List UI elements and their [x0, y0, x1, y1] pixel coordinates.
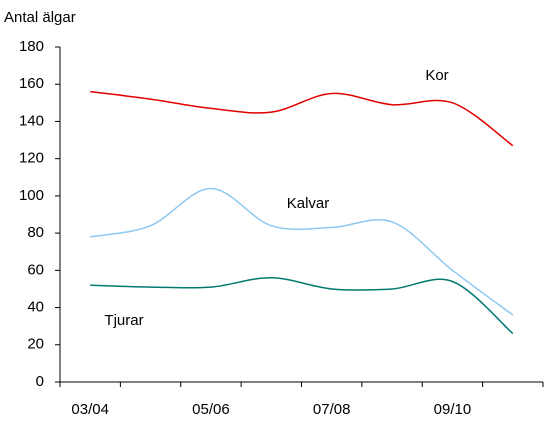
- y-tick-label: 20: [27, 336, 44, 353]
- y-tick-label: 180: [19, 38, 44, 55]
- series-line: [90, 277, 514, 335]
- series-line: [90, 187, 514, 316]
- y-tick-label: 0: [36, 373, 44, 390]
- y-tick-label: 120: [19, 150, 44, 167]
- series-line: [90, 90, 514, 147]
- y-tick-label: 40: [27, 299, 44, 316]
- series-label: Kor: [425, 67, 448, 84]
- y-tick-label: 100: [19, 187, 44, 204]
- y-tick-label: 160: [19, 75, 44, 92]
- x-tick-label: 03/04: [71, 401, 109, 418]
- x-tick-label: 09/10: [434, 401, 472, 418]
- y-tick-label: 80: [27, 224, 44, 241]
- x-tick-label: 07/08: [313, 401, 351, 418]
- series-label: Kalvar: [287, 195, 330, 212]
- y-axis-title: Antal älgar: [4, 9, 76, 26]
- y-tick-label: 60: [27, 261, 44, 278]
- series-label: Tjurar: [104, 312, 143, 329]
- x-tick-label: 05/06: [192, 401, 230, 418]
- y-tick-label: 140: [19, 112, 44, 129]
